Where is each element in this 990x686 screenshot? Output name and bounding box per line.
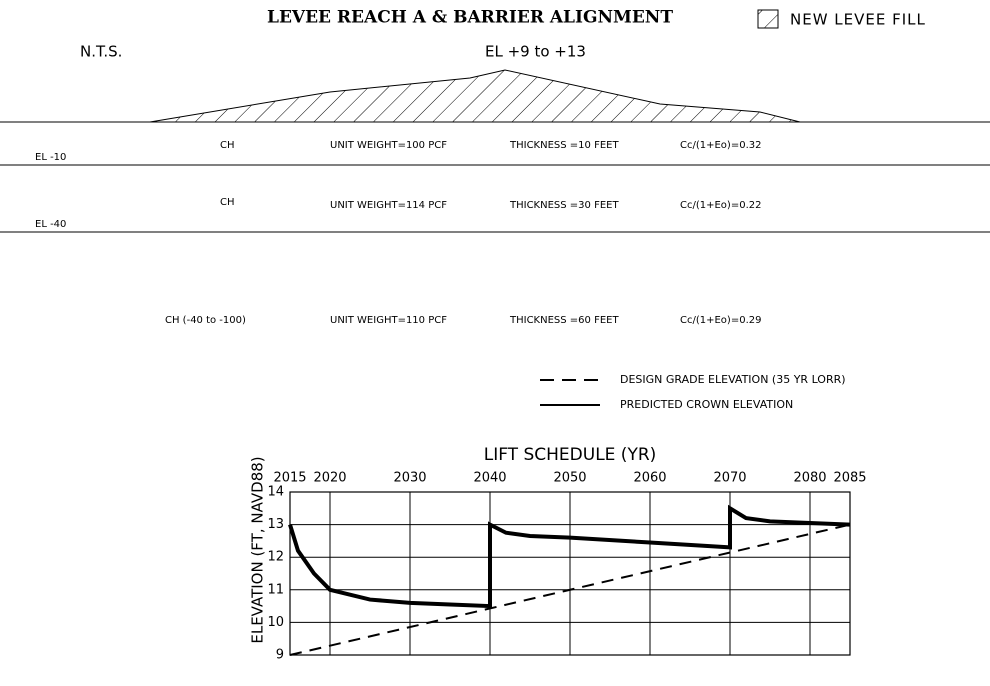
unit-weight: UNIT WEIGHT=100 PCF [330, 140, 447, 151]
legend-label: NEW LEVEE FILL [790, 11, 926, 29]
soil-type: CH [220, 197, 235, 208]
title: LEVEE REACH A & BARRIER ALIGNMENT [267, 8, 673, 28]
y-tick-label: 14 [267, 485, 284, 500]
soil-type: CH (-40 to -100) [165, 315, 246, 326]
x-tick-label: 2050 [553, 471, 586, 486]
x-tick-label: 2020 [313, 471, 346, 486]
y-tick-label: 13 [267, 517, 284, 532]
x-tick-label: 2085 [833, 471, 866, 486]
y-tick-label: 12 [267, 550, 284, 565]
thickness: THICKNESS =30 FEET [509, 200, 619, 211]
legend-label: PREDICTED CROWN ELEVATION [620, 398, 793, 411]
x-tick-label: 2015 [273, 471, 306, 486]
legend-swatch [757, 9, 779, 29]
thickness: THICKNESS =60 FEET [509, 315, 619, 326]
x-tick-label: 2030 [393, 471, 426, 486]
legend-label: DESIGN GRADE ELEVATION (35 YR LORR) [620, 373, 846, 386]
y-tick-label: 11 [267, 582, 284, 597]
elevation-label: EL -10 [35, 152, 66, 163]
unit-weight: UNIT WEIGHT=114 PCF [330, 200, 447, 211]
scale-note: N.T.S. [80, 43, 122, 61]
series-line [288, 504, 851, 609]
x-tick-label: 2080 [793, 471, 826, 486]
series-line [289, 523, 851, 656]
y-tick-label: 9 [276, 648, 284, 663]
y-tick-label: 10 [267, 615, 284, 630]
compression-index: Cc/(1+Eo)=0.29 [680, 315, 761, 326]
chart-title: LIFT SCHEDULE (YR) [484, 445, 657, 465]
plot-frame [289, 491, 851, 656]
x-tick-label: 2060 [633, 471, 666, 486]
crest-label: EL +9 to +13 [485, 43, 586, 61]
thickness: THICKNESS =10 FEET [509, 140, 619, 151]
y-axis-title: ELEVATION (FT, NAVD88) [249, 456, 267, 643]
compression-index: Cc/(1+Eo)=0.32 [680, 140, 761, 151]
unit-weight: UNIT WEIGHT=110 PCF [330, 315, 447, 326]
elevation-label: EL -40 [35, 219, 66, 230]
soil-type: CH [220, 140, 235, 151]
compression-index: Cc/(1+Eo)=0.22 [680, 200, 761, 211]
x-tick-label: 2070 [713, 471, 746, 486]
x-tick-label: 2040 [473, 471, 506, 486]
levee-fill [149, 69, 801, 123]
